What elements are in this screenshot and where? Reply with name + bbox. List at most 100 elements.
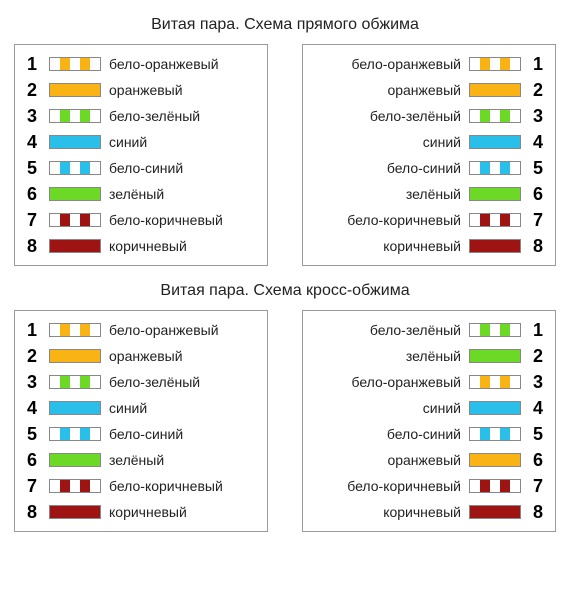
wire-label: бело-оранжевый: [109, 56, 219, 72]
wire-label: бело-зелёный: [109, 374, 200, 390]
wire-label: бело-коричневый: [109, 212, 223, 228]
pin-number: 4: [529, 398, 547, 419]
pinout-row: 8 коричневый: [23, 499, 259, 525]
wire-swatch-white_orange: [469, 57, 521, 71]
pin-number: 6: [529, 450, 547, 471]
wire-swatch-white_blue: [49, 161, 101, 175]
section: 1бело-оранжевый2оранжевый3бело-зелёный4с…: [0, 310, 570, 532]
pinout-row: синий4: [311, 129, 547, 155]
pin-number: 4: [23, 398, 41, 419]
wire-swatch-brown: [49, 505, 101, 519]
wire-label: бело-синий: [387, 160, 461, 176]
pinout-left-panel: 1бело-оранжевый2оранжевый3бело-зелёный4с…: [14, 310, 268, 532]
pin-number: 3: [529, 372, 547, 393]
pin-number: 8: [23, 236, 41, 257]
wire-swatch-white_green: [469, 109, 521, 123]
pinout-row: зелёный 2: [311, 343, 547, 369]
pinout-row: 7 бело-коричневый: [23, 207, 259, 233]
pinout-row: бело-зелёный 1: [311, 317, 547, 343]
pinout-row: 6зелёный: [23, 447, 259, 473]
wire-label: бело-синий: [387, 426, 461, 442]
pinout-row: 3 бело-зелёный: [23, 103, 259, 129]
pinout-row: 1бело-оранжевый: [23, 317, 259, 343]
wire-label: коричневый: [383, 504, 461, 520]
pinout-row: 4 синий: [23, 395, 259, 421]
pin-number: 4: [23, 132, 41, 153]
wire-label: оранжевый: [109, 82, 183, 98]
wire-label: оранжевый: [109, 348, 183, 364]
wire-swatch-green: [469, 187, 521, 201]
pinout-row: 5бело-синий: [23, 421, 259, 447]
pinout-row: 2 оранжевый: [23, 77, 259, 103]
wire-swatch-orange: [49, 83, 101, 97]
pinout-right-panel: бело-зелёный1зелёный2бело-оранжевый3сини…: [302, 310, 556, 532]
pin-number: 1: [23, 54, 41, 75]
wire-label: бело-оранжевый: [351, 56, 461, 72]
wire-swatch-white_green: [469, 323, 521, 337]
pin-number: 8: [23, 502, 41, 523]
pinout-left-panel: 1 бело-оранжевый 2 оранжевый 3 бело-зелёный 4с…: [14, 44, 268, 266]
wire-label: бело-зелёный: [109, 108, 200, 124]
wire-label: синий: [423, 400, 461, 416]
wire-swatch-white_orange: [49, 323, 101, 337]
wire-label: коричневый: [109, 238, 187, 254]
pin-number: 8: [529, 236, 547, 257]
wire-swatch-white_brown: [49, 213, 101, 227]
wire-swatch-blue: [469, 135, 521, 149]
pinout-right-panel: бело-оранжевый1оранжевый2бело-зелёный3си…: [302, 44, 556, 266]
wire-swatch-green: [469, 349, 521, 363]
wire-swatch-white_orange: [469, 375, 521, 389]
wire-label: бело-оранжевый: [351, 374, 461, 390]
wire-swatch-orange: [469, 83, 521, 97]
wire-swatch-white_blue: [49, 427, 101, 441]
section-title: Витая пара. Схема кросс-обжима: [0, 282, 570, 300]
wire-swatch-white_blue: [469, 427, 521, 441]
pin-number: 5: [529, 158, 547, 179]
wire-swatch-white_orange: [49, 57, 101, 71]
pin-number: 6: [23, 184, 41, 205]
wire-label: бело-оранжевый: [109, 322, 219, 338]
pin-number: 7: [529, 476, 547, 497]
wire-label: коричневый: [109, 504, 187, 520]
pin-number: 1: [529, 320, 547, 341]
pinout-row: бело-синий5: [311, 421, 547, 447]
pin-number: 7: [23, 210, 41, 231]
wire-label: зелёный: [406, 348, 461, 364]
pin-number: 6: [529, 184, 547, 205]
pin-number: 2: [529, 346, 547, 367]
pinout-row: 8 коричневый: [23, 233, 259, 259]
wire-label: бело-коричневый: [347, 212, 461, 228]
pinout-row: оранжевый2: [311, 77, 547, 103]
pinout-row: 7 бело-коричневый: [23, 473, 259, 499]
wire-label: зелёный: [109, 186, 164, 202]
pinout-row: 4синий: [23, 129, 259, 155]
wire-label: зелёный: [406, 186, 461, 202]
wire-label: бело-зелёный: [370, 322, 461, 338]
wire-swatch-brown: [469, 239, 521, 253]
pin-number: 2: [23, 80, 41, 101]
wire-swatch-white_brown: [469, 213, 521, 227]
pinout-row: 1 бело-оранжевый: [23, 51, 259, 77]
wire-label: бело-коричневый: [109, 478, 223, 494]
pinout-row: синий 4: [311, 395, 547, 421]
wire-swatch-green: [49, 187, 101, 201]
pin-number: 3: [23, 106, 41, 127]
wire-swatch-blue: [469, 401, 521, 415]
pinout-row: зелёный 6: [311, 181, 547, 207]
wire-swatch-green: [49, 453, 101, 467]
wire-swatch-white_brown: [469, 479, 521, 493]
wire-swatch-white_green: [49, 375, 101, 389]
pin-number: 1: [529, 54, 547, 75]
wire-label: оранжевый: [387, 82, 461, 98]
pinout-row: 3бело-зелёный: [23, 369, 259, 395]
wire-label: зелёный: [109, 452, 164, 468]
pinout-row: бело-коричневый7: [311, 207, 547, 233]
pinout-row: коричневый8: [311, 233, 547, 259]
pin-number: 7: [23, 476, 41, 497]
wire-swatch-white_green: [49, 109, 101, 123]
pin-number: 5: [23, 158, 41, 179]
pinout-row: 5бело-синий: [23, 155, 259, 181]
wire-label: синий: [109, 400, 147, 416]
section-title: Витая пара. Схема прямого обжима: [0, 16, 570, 34]
wire-swatch-orange: [469, 453, 521, 467]
